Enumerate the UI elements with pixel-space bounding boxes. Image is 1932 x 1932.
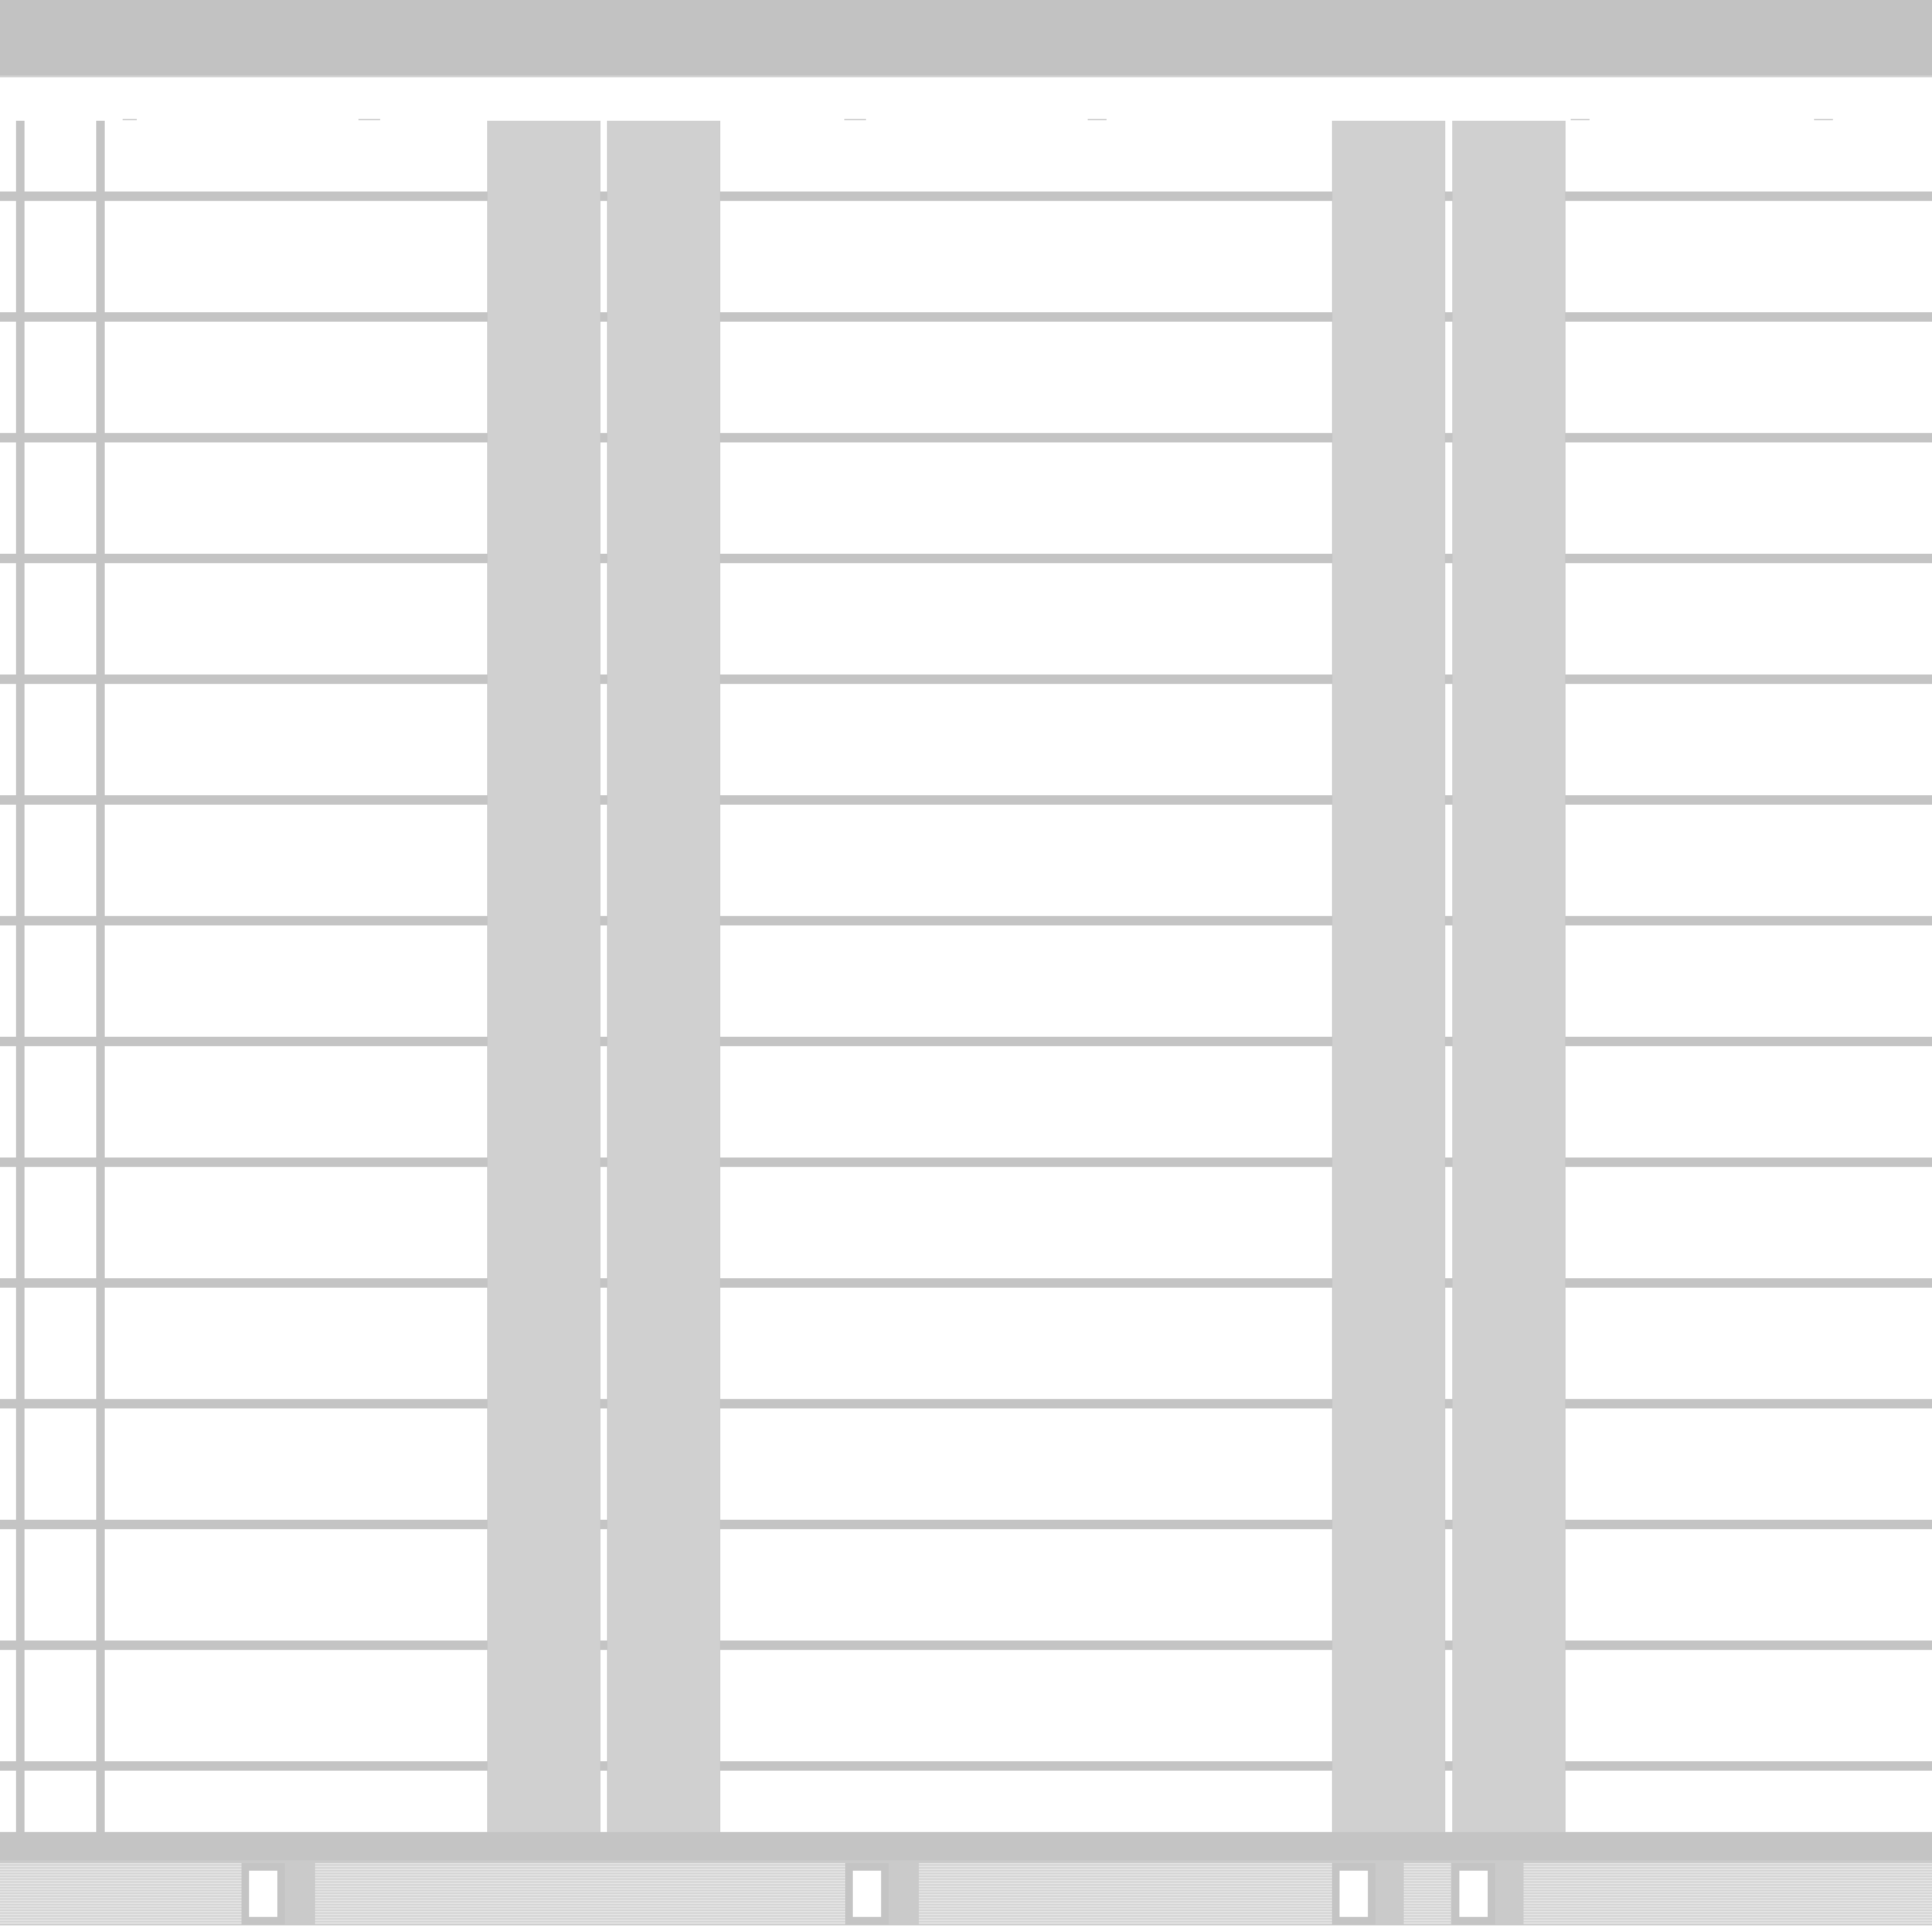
footer-band <box>0 1832 1932 1860</box>
column-header-marker[interactable] <box>1571 119 1590 120</box>
row-separator <box>0 192 1932 201</box>
row-separator <box>0 1399 1932 1408</box>
scroll-handle[interactable] <box>845 1863 889 1924</box>
scroll-track[interactable] <box>1524 1863 1932 1924</box>
row-separator <box>0 1761 1932 1771</box>
column-header-marker[interactable] <box>1814 119 1833 120</box>
scroll-track[interactable] <box>919 1863 1332 1924</box>
row-separator <box>0 312 1932 322</box>
scroll-handle[interactable] <box>1332 1863 1375 1924</box>
column-header-marker[interactable] <box>844 119 866 120</box>
scroll-track[interactable] <box>315 1863 845 1924</box>
row-separator <box>0 675 1932 684</box>
column-block[interactable] <box>487 121 600 1832</box>
row-separator <box>0 1158 1932 1167</box>
column-header-marker[interactable] <box>1088 119 1107 120</box>
row-separator <box>0 1037 1932 1046</box>
scroll-track[interactable] <box>0 1863 242 1924</box>
scroll-handle[interactable] <box>1452 1863 1495 1924</box>
column-block[interactable] <box>607 121 720 1832</box>
column-header-marker[interactable] <box>358 119 380 120</box>
top-toolbar <box>0 0 1932 75</box>
row-separator <box>0 1278 1932 1288</box>
row-separator <box>0 433 1932 442</box>
column-header-marker[interactable] <box>123 119 137 120</box>
column-block[interactable] <box>1332 121 1445 1832</box>
status-bar <box>0 1925 1932 1932</box>
column-divider[interactable] <box>96 121 105 1932</box>
scroll-track[interactable] <box>1404 1863 1451 1924</box>
row-separator <box>0 1520 1932 1529</box>
column-block[interactable] <box>1452 121 1566 1832</box>
row-separator <box>0 554 1932 563</box>
row-separator <box>0 916 1932 925</box>
toolbar-divider <box>0 75 1932 77</box>
row-separator <box>0 1641 1932 1650</box>
column-divider[interactable] <box>16 121 25 1932</box>
row-separator <box>0 795 1932 805</box>
scroll-handle[interactable] <box>242 1863 285 1924</box>
